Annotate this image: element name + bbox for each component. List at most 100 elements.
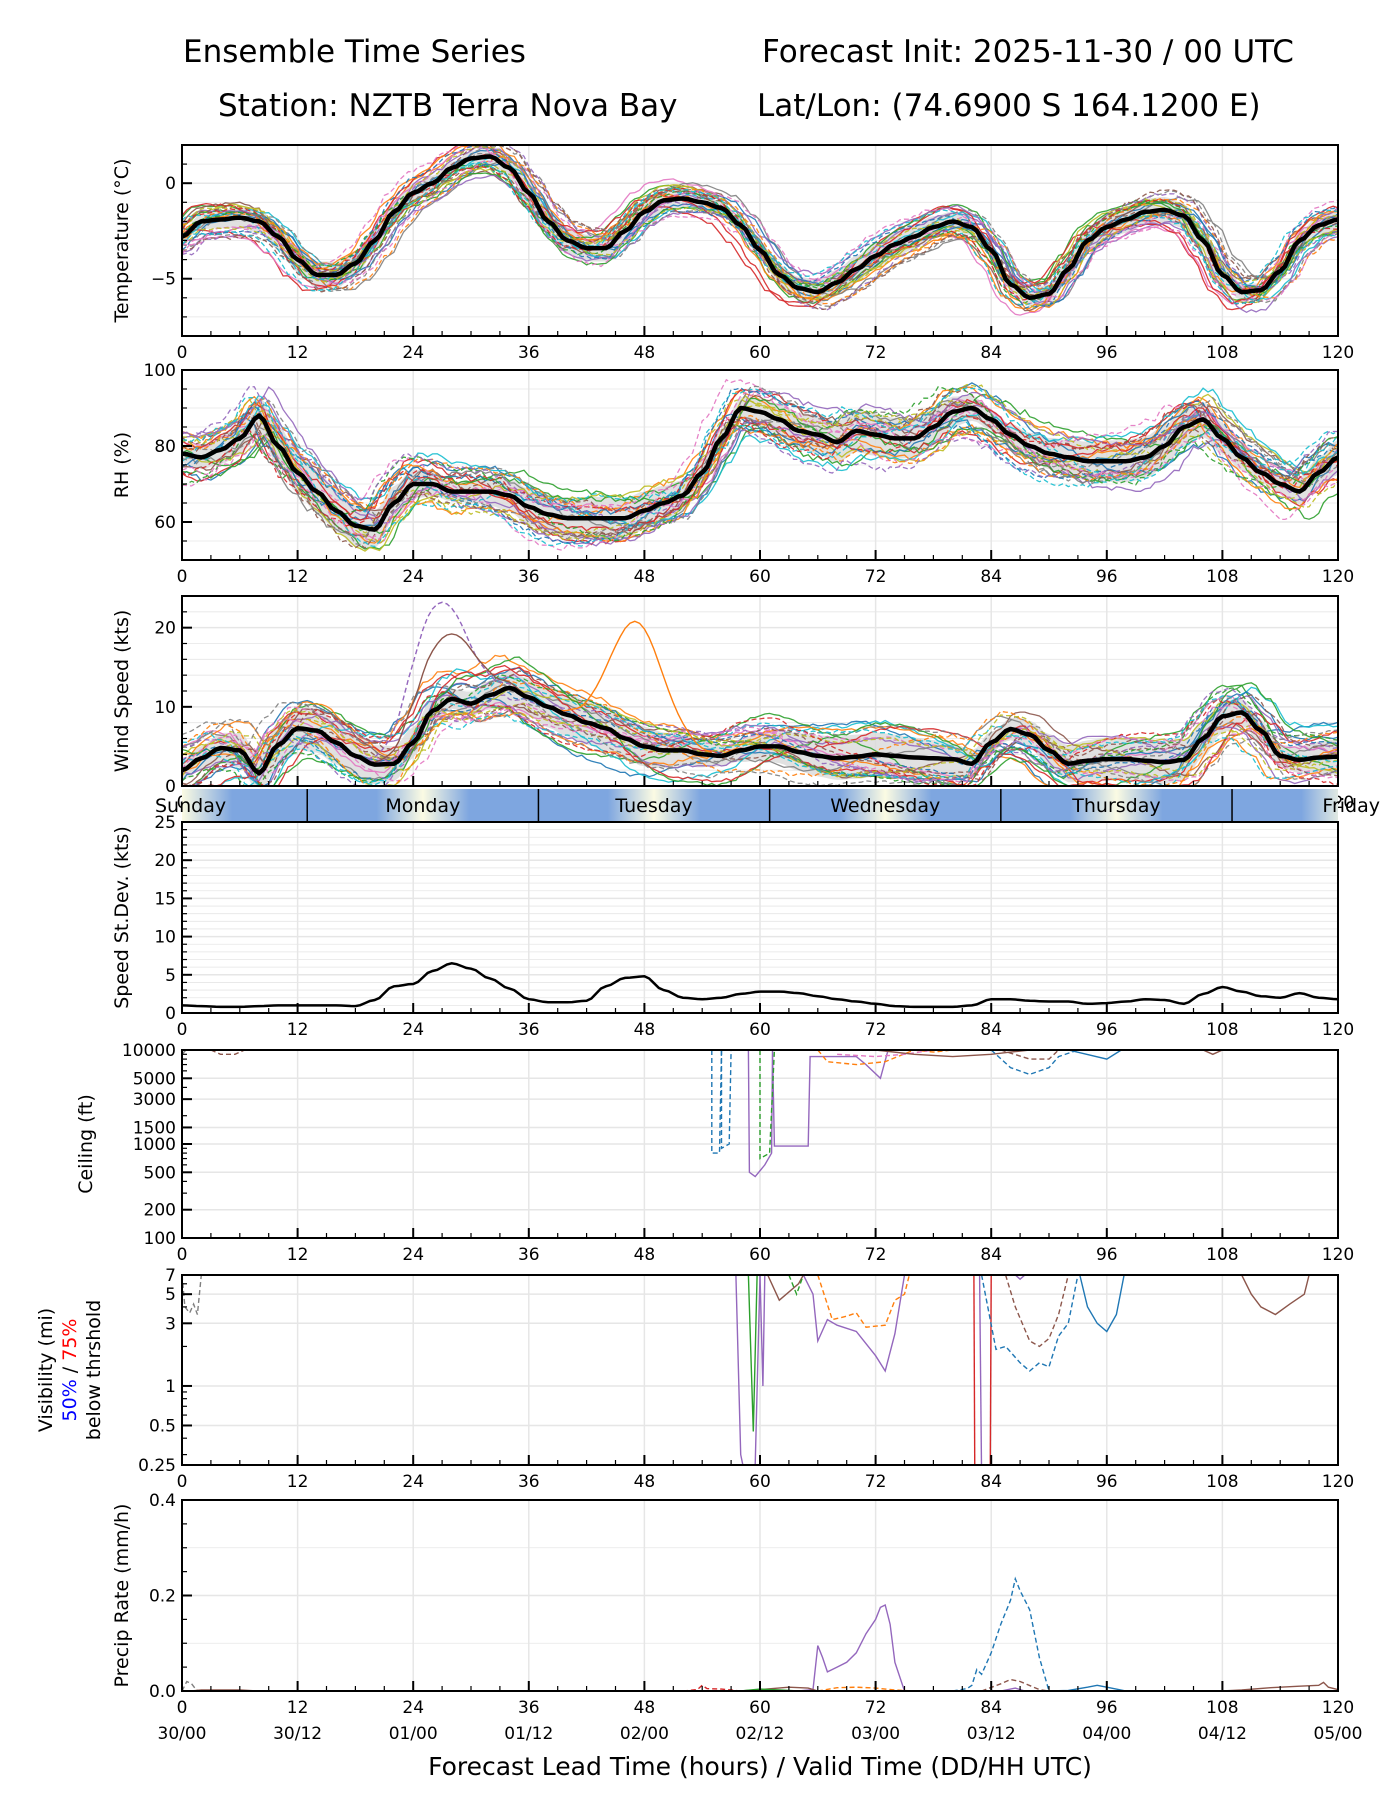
plot-area-ceiling	[182, 1050, 1223, 1178]
plot-area-visibility	[182, 1275, 1310, 1465]
ensemble-member-line	[182, 386, 1338, 546]
x-tick-label: 24	[402, 567, 424, 587]
member-line	[747, 1275, 758, 1432]
x-tick-label: 0	[177, 343, 188, 363]
day-segment	[1232, 789, 1338, 821]
member-line	[735, 1275, 761, 1465]
x-tick-label: 120	[1322, 1020, 1354, 1040]
ensemble-member-line	[182, 401, 1338, 546]
x-tick-label: 108	[1206, 1020, 1238, 1040]
y-tick-label: 1	[165, 1377, 176, 1397]
valid-time-label: 01/12	[504, 1724, 553, 1744]
y-tick-label: 20	[154, 619, 176, 639]
x-tick-label: 72	[865, 1020, 887, 1040]
x-tick-label: 24	[402, 343, 424, 363]
ensemble-member-line	[182, 145, 1338, 305]
ensemble-member-line	[182, 712, 1338, 786]
member-line	[802, 1275, 906, 1373]
panel-visibility: 0 12 24 36 48 60 72 84 96 108 120 0.25 0.5 1 3 57 Visibi…	[35, 1266, 1354, 1492]
y-tick-label: 0.2	[149, 1587, 176, 1607]
y-axis-label-threshold: 50% / 75%	[59, 1319, 81, 1422]
ensemble-member-line	[182, 386, 1338, 547]
ensemble-member-line	[182, 163, 1338, 306]
x-tick-label: 48	[634, 567, 656, 587]
x-tick-label: 48	[634, 1020, 656, 1040]
x-tick-label: 60	[749, 567, 771, 587]
plot-area-speed_stdev	[182, 962, 1338, 1009]
x-tick-label: 120	[1322, 1472, 1354, 1492]
y-tick-label: 0	[165, 174, 176, 194]
y-axis-label: Ceiling (ft)	[75, 1094, 97, 1194]
x-tick-label: 12	[287, 1472, 309, 1492]
ensemble-member-line	[182, 157, 1338, 302]
x-tick-label: 36	[518, 567, 540, 587]
member-line	[759, 1050, 776, 1160]
forecast-init-label: Forecast Init: 2025-11-30 / 00 UTC	[762, 34, 1294, 70]
member-line	[989, 1275, 992, 1465]
x-tick-label: 0	[177, 1245, 188, 1265]
x-tick-label: 72	[865, 1245, 887, 1265]
x-tick-label: 84	[980, 567, 1002, 587]
y-tick-label: −5	[151, 270, 176, 290]
ensemble-member-line	[182, 383, 1338, 546]
x-tick-label: 96	[1096, 1020, 1118, 1040]
ensemble-member-line	[182, 705, 1338, 783]
x-tick-label: 96	[1096, 343, 1118, 363]
ensemble-member-line	[182, 387, 1338, 548]
member-line	[759, 1275, 766, 1387]
panel-speed_stdev: 0 12 24 36 48 60 72 84 96 108 120 0 5 10 15 20 25 Speed S…	[111, 813, 1354, 1040]
x-tick-label: 12	[287, 1245, 309, 1265]
member-line	[1079, 1275, 1125, 1333]
member-line	[875, 1050, 1030, 1058]
x-tick-label: 36	[518, 1698, 540, 1718]
ensemble-member-line	[182, 695, 1338, 783]
ensemble-member-line	[182, 145, 1338, 311]
panel-ceiling: 0 12 24 36 48 60 72 84 96 108 120 100 200 500 10001500…	[75, 1041, 1354, 1265]
x-tick-label: 12	[287, 1020, 309, 1040]
x-tick-label: 60	[749, 343, 771, 363]
ensemble-member-line	[182, 694, 1338, 786]
valid-time-label: 01/00	[389, 1724, 438, 1744]
x-tick-label: 24	[402, 1020, 424, 1040]
ensemble-member-line	[182, 385, 1338, 540]
ensemble-member-line	[182, 397, 1338, 513]
x-tick-label: 120	[1322, 1245, 1354, 1265]
day-segment	[769, 789, 1001, 821]
x-tick-label: 60	[749, 1020, 771, 1040]
y-axis-label: Visibility (mi)	[35, 1308, 57, 1432]
member-line	[1241, 1275, 1310, 1316]
y-axis-label: RH (%)	[111, 432, 133, 498]
valid-time-label: 30/00	[158, 1724, 207, 1744]
x-tick-label: 0	[177, 1698, 188, 1718]
stdev-line	[182, 962, 1338, 1009]
member-line	[837, 1050, 934, 1058]
y-tick-label: 500	[144, 1163, 176, 1183]
y-tick-label: 80	[154, 437, 176, 457]
member-line	[747, 1050, 889, 1178]
member-line	[978, 1275, 983, 1465]
day-bar-inner	[182, 789, 1338, 821]
ensemble-member-line	[182, 705, 1338, 777]
x-tick-label: 96	[1096, 1698, 1118, 1718]
x-tick-label: 108	[1206, 1698, 1238, 1718]
x-tick-label: 24	[402, 1698, 424, 1718]
member-line	[210, 1050, 245, 1055]
member-line	[182, 1275, 202, 1315]
y-tick-label: 0.4	[149, 1491, 176, 1511]
day-label: Thursday	[1071, 795, 1160, 817]
day-segment	[307, 789, 539, 821]
day-label: Sunday	[155, 795, 226, 817]
x-tick-label: 84	[980, 343, 1002, 363]
x-tick-label: 0	[177, 1020, 188, 1040]
ensemble-member-line	[182, 151, 1338, 304]
x-tick-label: 12	[287, 567, 309, 587]
valid-time-label: 03/12	[967, 1724, 1016, 1744]
y-tick-label: 0.25	[138, 1456, 176, 1476]
ensemble-member-peak	[538, 620, 713, 754]
member-line	[990, 1050, 1079, 1076]
y-tick-label: 5	[165, 1285, 176, 1305]
spread-band	[182, 395, 1338, 549]
panel-temperature: 0 12 24 36 48 60 72 84 96 108 120 0 −5 Temperature (°…	[111, 144, 1354, 363]
day-label: Wednesday	[830, 795, 940, 817]
